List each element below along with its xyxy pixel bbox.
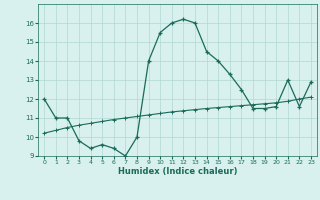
X-axis label: Humidex (Indice chaleur): Humidex (Indice chaleur) [118,167,237,176]
